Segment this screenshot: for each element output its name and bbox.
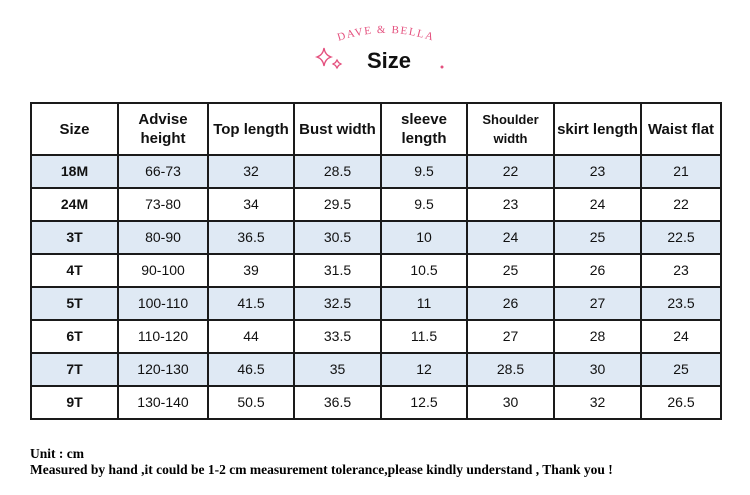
value-cell: 10.5 [380,253,468,288]
data-row: 9T 130-140 50.5 36.5 12.5 30 32 26.5 [30,385,722,420]
sparkles [314,47,343,70]
size-table: Size Advise height Top length Bust width sle… [30,102,722,420]
value-cell: 24 [553,187,642,222]
header-cell: Advise height [117,102,209,156]
value-cell: 25 [553,220,642,255]
value-cell: 10 [380,220,468,255]
value-cell: 36.5 [207,220,295,255]
data-row: 5T 100-110 41.5 32.5 11 26 27 23.5 [30,286,722,321]
value-cell: 66-73 [117,154,209,189]
size-cell: 5T [30,286,119,321]
size-cell: 6T [30,319,119,354]
value-cell: 9.5 [380,187,468,222]
value-cell: 22 [466,154,555,189]
value-cell: 11.5 [380,319,468,354]
brand-text: DAVE & BELLA [336,24,435,44]
value-cell: 32 [207,154,295,189]
header: DAVE & BELLA Size [314,24,444,73]
brand: DAVE & BELLA [336,24,436,44]
header-cell: Size [30,102,119,156]
value-cell: 41.5 [207,286,295,321]
size-cell: 3T [30,220,119,255]
size-cell: 24M [30,187,119,222]
header-cell: sleeve length [380,102,468,156]
value-cell: 36.5 [293,385,382,420]
value-cell: 12 [380,352,468,387]
value-cell: 130-140 [117,385,209,420]
data-row: 7T 120-130 46.5 35 12 28.5 30 25 [30,352,722,387]
value-cell: 28.5 [293,154,382,189]
value-cell: 23 [553,154,642,189]
value-cell: 32.5 [293,286,382,321]
value-cell: 30.5 [293,220,382,255]
size-cell: 4T [30,253,119,288]
value-cell: 22.5 [640,220,722,255]
value-cell: 27 [466,319,555,354]
value-cell: 100-110 [117,286,209,321]
value-cell: 23 [640,253,722,288]
value-cell: 25 [640,352,722,387]
size-cell: 18M [30,154,119,189]
value-cell: 26.5 [640,385,722,420]
value-cell: 28 [553,319,642,354]
header-cell: Waist flat [640,102,722,156]
value-cell: 46.5 [207,352,295,387]
data-row: 3T 80-90 36.5 30.5 10 24 25 22.5 [30,220,722,255]
value-cell: 110-120 [117,319,209,354]
value-cell: 33.5 [293,319,382,354]
value-cell: 34 [207,187,295,222]
value-cell: 30 [553,352,642,387]
value-cell: 32 [553,385,642,420]
header-cell: skirt length [553,102,642,156]
data-row: 4T 90-100 39 31.5 10.5 25 26 23 [30,253,722,288]
value-cell: 35 [293,352,382,387]
header-cell: Bust width [293,102,382,156]
value-cell: 21 [640,154,722,189]
title: Size [367,48,411,73]
value-cell: 26 [553,253,642,288]
value-cell: 90-100 [117,253,209,288]
header-cell: Top length [207,102,295,156]
value-cell: 24 [640,319,722,354]
value-cell: 31.5 [293,253,382,288]
value-cell: 11 [380,286,468,321]
value-cell: 44 [207,319,295,354]
value-cell: 9.5 [380,154,468,189]
value-cell: 26 [466,286,555,321]
header-row: Size Advise height Top length Bust width sle… [30,102,722,156]
value-cell: 24 [466,220,555,255]
data-row: 24M 73-80 34 29.5 9.5 23 24 22 [30,187,722,222]
data-row: 18M 66-73 32 28.5 9.5 22 23 21 [30,154,722,189]
value-cell: 27 [553,286,642,321]
header-cell: Shoulder width [466,102,555,156]
size-cell: 7T [30,352,119,387]
value-cell: 30 [466,385,555,420]
value-cell: 80-90 [117,220,209,255]
dot [440,65,444,69]
value-cell: 28.5 [466,352,555,387]
value-cell: 120-130 [117,352,209,387]
value-cell: 29.5 [293,187,382,222]
value-cell: 73-80 [117,187,209,222]
tolerance-note: Measured by hand ,it could be 1-2 cm mea… [30,462,613,477]
value-cell: 50.5 [207,385,295,420]
unit-note: Unit : cm [30,446,84,461]
value-cell: 25 [466,253,555,288]
size-cell: 9T [30,385,119,420]
value-cell: 22 [640,187,722,222]
value-cell: 39 [207,253,295,288]
data-row: 6T 110-120 44 33.5 11.5 27 28 24 [30,319,722,354]
value-cell: 23 [466,187,555,222]
value-cell: 23.5 [640,286,722,321]
value-cell: 12.5 [380,385,468,420]
